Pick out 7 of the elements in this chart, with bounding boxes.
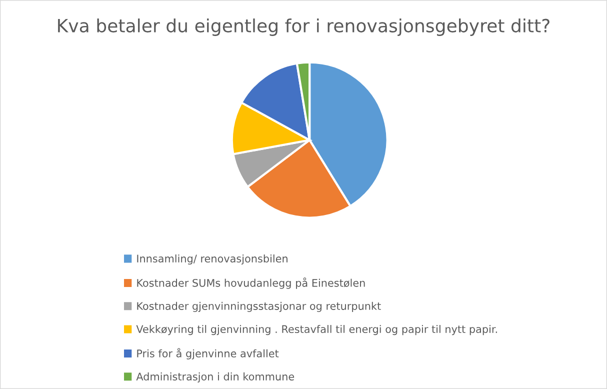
legend-label: Innsamling/ renovasjonsbilen (137, 254, 288, 265)
legend-label: Administrasjon i din kommune (136, 372, 294, 382)
legend-label: Kostnader gjenvinningsstasjonar og returpunkt (137, 302, 381, 312)
legend-label: Kostnader SUMs hovudanlegg på Einestølen (137, 278, 365, 289)
chart-title: Kva betaler du eigentleg for i renovasjonsgebyret ditt? (58, 18, 550, 36)
legend-label: Pris for å gjenvinne avfallet (137, 348, 279, 360)
legend-label: Vekkøyring til gjenvinning . Restavfall til energi og papir til nytt papir. (136, 324, 497, 336)
